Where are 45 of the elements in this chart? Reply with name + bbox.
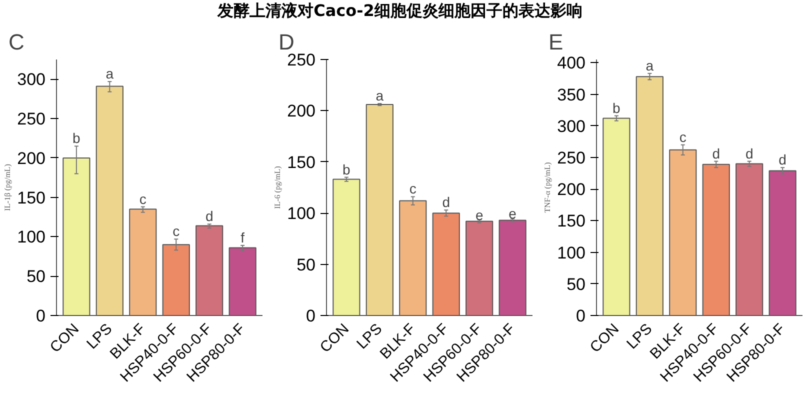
y-tick-label: 50 (566, 274, 586, 294)
y-tick-label: 50 (296, 255, 316, 274)
annotation: d (205, 208, 214, 224)
text: E (548, 30, 564, 54)
annotation: b (342, 161, 351, 178)
annotation: e (508, 206, 517, 222)
text: 发酵上清液对Caco-2细胞促炎细胞因子的表达影响 (218, 0, 582, 22)
y-tick-label: 200 (557, 180, 586, 200)
annotation: a (646, 57, 654, 74)
annotation: a (376, 88, 384, 104)
annotation: c (172, 223, 180, 240)
y-axis-title: IL-6 (pg/mL) (273, 166, 282, 209)
annotation: c (679, 128, 686, 145)
annotation: e (475, 206, 484, 223)
annotation: d (442, 194, 450, 210)
y-tick-label: 350 (557, 85, 586, 104)
y-tick-label: 150 (557, 212, 586, 231)
y-tick-label: 300 (17, 70, 46, 90)
y-tick-label: 250 (557, 148, 586, 168)
y-axis-title: TNF-α (pg/mL) (543, 162, 552, 213)
y-tick-label: 200 (17, 148, 46, 168)
annotation: d (712, 145, 720, 162)
y-tick-label: 50 (26, 267, 46, 286)
text: C (8, 30, 24, 54)
y-axis-title: IL-1β (pg/mL) (3, 164, 12, 211)
annotation: b (72, 130, 81, 146)
y-tick-label: 400 (557, 54, 586, 73)
y-tick-label: 150 (287, 152, 316, 172)
y-tick-label: 100 (287, 204, 316, 224)
annotation: d (778, 152, 786, 168)
y-tick-label: 200 (287, 102, 316, 121)
y-tick-label: 100 (557, 243, 586, 262)
annotation: a (106, 66, 114, 82)
annotation: b (612, 100, 621, 116)
y-tick-label: 300 (557, 116, 586, 136)
y-tick-label: 150 (17, 188, 46, 208)
y-tick-label: 0 (306, 306, 316, 326)
annotation: c (139, 190, 146, 207)
annotation: c (409, 180, 416, 197)
y-tick-label: 100 (17, 228, 46, 247)
y-tick-label: 0 (576, 306, 586, 326)
annotation: f (240, 229, 245, 246)
y-tick-label: 0 (36, 306, 46, 326)
y-tick-label: 250 (17, 110, 46, 129)
annotation: d (745, 145, 754, 162)
